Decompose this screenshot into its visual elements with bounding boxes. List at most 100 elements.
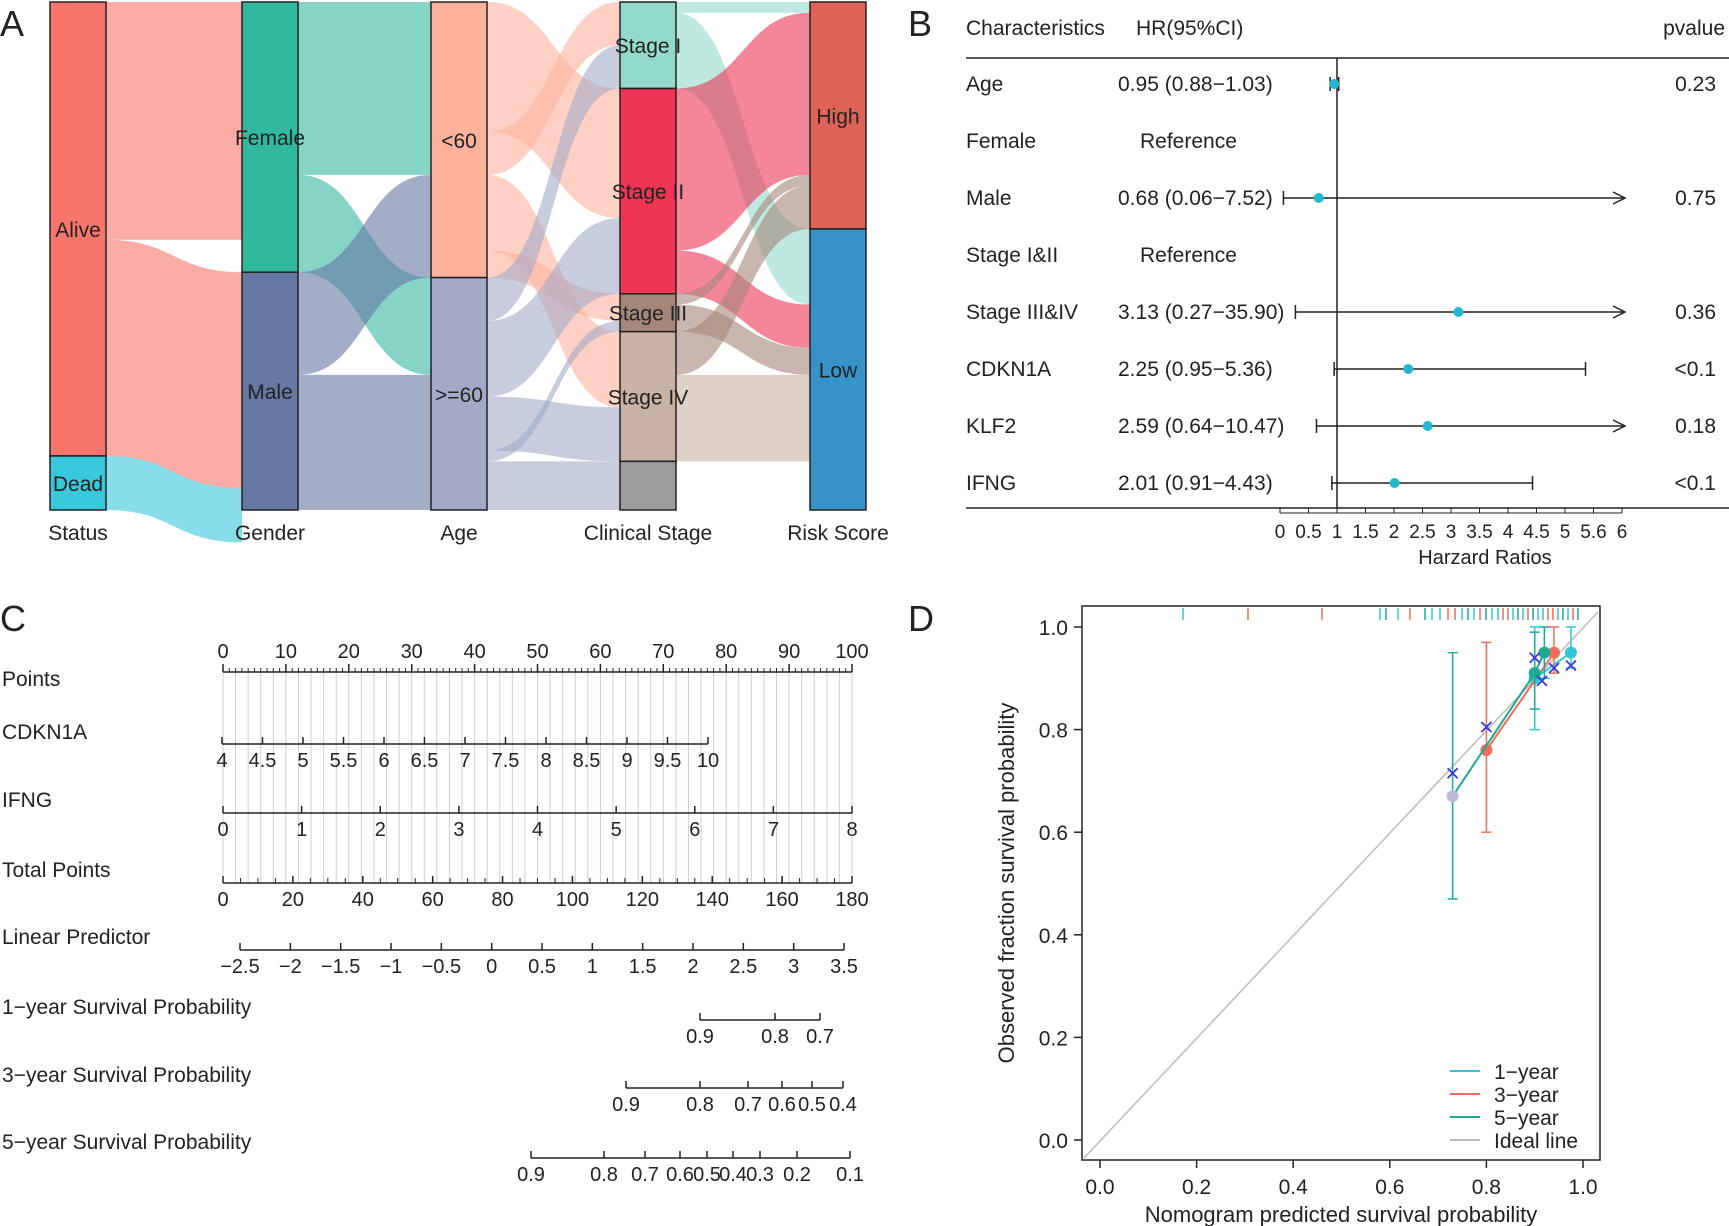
forest-row-hr-text: Reference — [1140, 244, 1237, 267]
sankey-flow — [487, 45, 620, 321]
nomogram-tick-label: 0.9 — [517, 1164, 545, 1186]
nomogram-tick-label: 0.6 — [768, 1094, 796, 1116]
calibration-legend-label: 5−year — [1494, 1107, 1559, 1130]
sankey-flow — [106, 477, 242, 543]
forest-header-hr: HR(95%CI) — [1136, 17, 1243, 40]
calibration-x-tick-label: 1.0 — [1568, 1176, 1597, 1199]
forest-row-name: Male — [966, 187, 1012, 210]
calibration-cross-marker — [1565, 659, 1577, 672]
calibration-x-tick-label: 0.4 — [1279, 1176, 1309, 1199]
panel-b-forest-plot: Characteristics HR(95%CI) pvalue Age 0.95 (0… — [966, 17, 1729, 569]
sankey-node — [241, 1, 299, 273]
nomogram-tick-label: 0.3 — [746, 1164, 774, 1186]
calibration-frame — [1081, 605, 1601, 1161]
forest-x-tick-label: 1.5 — [1352, 522, 1378, 543]
nomogram-tick-label: 8 — [846, 819, 857, 841]
sankey-axis-label: Clinical Stage — [584, 522, 712, 545]
calibration-ideal-line — [1083, 611, 1599, 1159]
forest-row-pvalue: 0.75 — [1675, 187, 1716, 210]
nomogram-tick-label: 0.5 — [798, 1094, 826, 1116]
nomogram-row-label: Linear Predictor — [2, 926, 150, 949]
sankey-node — [430, 276, 488, 511]
forest-point — [1329, 79, 1340, 89]
calibration-y-tick-label: 0.8 — [1039, 720, 1068, 743]
nomogram-tick-label: 60 — [422, 889, 444, 911]
sankey-node-label: Alive — [55, 219, 101, 242]
forest-point — [1313, 193, 1324, 203]
nomogram-tick-label: 0.5 — [528, 956, 556, 978]
sankey-flow — [298, 374, 431, 510]
sankey-flows — [106, 2, 810, 543]
forest-x-tick-label: 0.5 — [1295, 522, 1321, 543]
forest-row-hr-text: 2.25 (0.95−5.36) — [1118, 358, 1273, 381]
nomogram-tick-label: 90 — [778, 641, 800, 663]
nomogram-row-label: CDKN1A — [2, 721, 87, 744]
nomogram-tick-label: 0.8 — [686, 1094, 714, 1116]
nomogram-tick-label: −2 — [279, 956, 302, 978]
sankey-flow — [676, 174, 810, 305]
forest-row-hr-text: 0.95 (0.88−1.03) — [1118, 73, 1273, 96]
forest-row-pvalue: 0.18 — [1675, 415, 1716, 438]
sankey-node — [241, 271, 299, 511]
nomogram-tick-label: 2.5 — [729, 956, 757, 978]
forest-row-hr-text: Reference — [1140, 130, 1237, 153]
nomogram-row-label: IFNG — [2, 789, 52, 812]
sankey-node-label: Low — [819, 359, 858, 382]
nomogram-tick-label: 3 — [453, 819, 464, 841]
calibration-y-tick-label: 0.4 — [1039, 925, 1069, 948]
sankey-node-label: Male — [247, 381, 293, 404]
forest-row-name: Age — [966, 73, 1003, 96]
calibration-x-tick-label: 0.6 — [1375, 1176, 1404, 1199]
nomogram-tick-label: 10 — [697, 750, 719, 772]
sankey-node-label: Dead — [53, 473, 103, 496]
calibration-point — [1480, 744, 1493, 757]
sankey-flow — [487, 2, 620, 175]
sankey-flow — [106, 239, 242, 489]
forest-point — [1403, 364, 1414, 374]
calibration-point — [1564, 646, 1577, 659]
sankey-node-label: High — [816, 105, 859, 128]
nomogram-tick-label: 0.8 — [761, 1026, 789, 1048]
nomogram-tick-label: 5 — [297, 750, 308, 772]
forest-row-name: KLF2 — [966, 415, 1016, 438]
calibration-y-tick-label: 0.2 — [1039, 1027, 1068, 1050]
nomogram-tick-label: −1.5 — [321, 956, 360, 978]
nomogram-tick-label: 6 — [689, 819, 700, 841]
nomogram-tick-label: 8 — [540, 750, 551, 772]
panel-label-d: D — [908, 598, 934, 639]
forest-row-hr-text: 2.59 (0.64−10.47) — [1118, 415, 1284, 438]
nomogram-tick-label: 9 — [621, 750, 632, 772]
sankey-node — [619, 1, 677, 90]
sankey-axis-label: Risk Score — [787, 522, 889, 545]
nomogram-tick-label: 10 — [275, 641, 297, 663]
forest-row-hr-text: 3.13 (0.27−35.90) — [1118, 301, 1284, 324]
sankey-flow — [106, 2, 242, 240]
forest-row-name: Female — [966, 130, 1036, 153]
calibration-legend-label: 1−year — [1494, 1061, 1559, 1084]
nomogram-tick-label: −2.5 — [220, 956, 259, 978]
calibration-point — [1548, 646, 1561, 659]
forest-header-characteristics: Characteristics — [966, 17, 1105, 40]
calibration-y-tick-label: 0.0 — [1039, 1130, 1068, 1153]
sankey-node-label: Stage III — [609, 303, 687, 326]
calibration-cross-marker — [1446, 767, 1459, 779]
panel-label-c: C — [0, 598, 26, 639]
forest-row-pvalue: <0.1 — [1675, 358, 1716, 381]
calibration-cross-marker — [1480, 721, 1493, 733]
calibration-x-tick-label: 0.0 — [1085, 1176, 1114, 1199]
sankey-flow — [487, 218, 620, 397]
nomogram-tick-label: 7 — [459, 750, 470, 772]
sankey-node-label: >=60 — [435, 384, 483, 407]
nomogram-tick-label: 0.7 — [734, 1094, 762, 1116]
forest-row-pvalue: <0.1 — [1675, 472, 1716, 495]
panel-label-a: A — [0, 3, 24, 44]
sankey-node — [619, 293, 677, 333]
calibration-x-tick-label: 0.2 — [1182, 1176, 1211, 1199]
sankey-axis-label: Age — [440, 522, 477, 545]
nomogram-row-label: 1−year Survival Probability — [2, 996, 252, 1019]
nomogram-tick-label: 40 — [352, 889, 374, 911]
sankey-node — [49, 1, 107, 457]
forest-header-pvalue: pvalue — [1663, 17, 1725, 40]
